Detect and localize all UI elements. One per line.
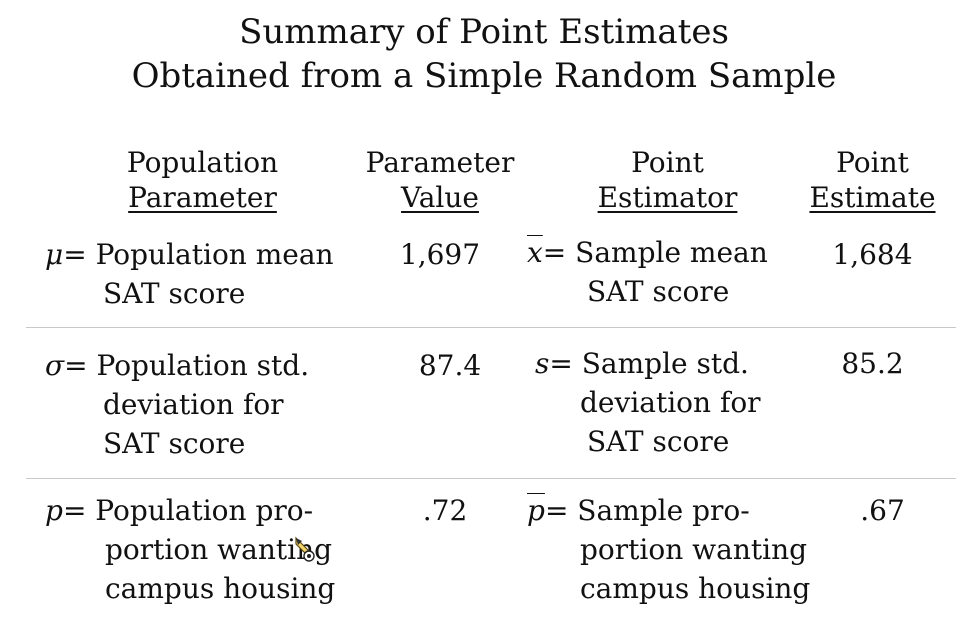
header-point-estimate: Point Estimate xyxy=(800,145,945,215)
parameter-cell: p= Population pro- portion wanting campu… xyxy=(45,491,335,608)
header-text: Estimator xyxy=(597,181,738,214)
header-text: Point xyxy=(836,146,909,179)
parameter-value: .72 xyxy=(422,494,468,527)
row-divider xyxy=(26,327,956,328)
estimator-cell: s= Sample std. deviation for SAT score xyxy=(535,344,761,461)
point-estimate: 85.2 xyxy=(841,347,904,380)
estimator-text: = Sample pro- xyxy=(544,494,750,527)
header-population-parameter: Population Parameter xyxy=(100,145,305,215)
parameter-cell: σ= Population std. deviation for SAT sco… xyxy=(45,346,309,463)
s-symbol: s xyxy=(535,347,550,380)
header-text: Estimate xyxy=(809,181,936,214)
estimator-text: deviation for xyxy=(580,386,761,419)
point-estimate: 1,684 xyxy=(832,238,913,271)
header-text: Population xyxy=(126,146,279,179)
parameter-value: 87.4 xyxy=(418,349,482,382)
parameter-text: = Population mean xyxy=(63,238,334,271)
estimator-cell: p= Sample pro- portion wanting campus ho… xyxy=(527,491,810,608)
header-text: Parameter xyxy=(365,146,515,179)
point-estimate: .67 xyxy=(860,494,905,527)
parameter-text: portion wanting xyxy=(105,533,333,566)
estimator-text: = Sample mean xyxy=(542,236,768,269)
estimator-text: SAT score xyxy=(587,425,730,458)
parameter-value: 1,697 xyxy=(399,238,481,271)
parameter-text: = Population std. xyxy=(64,349,310,382)
parameter-text: = Population pro- xyxy=(62,494,314,527)
parameter-text: SAT score xyxy=(103,427,246,460)
x-bar-symbol: x xyxy=(527,236,543,269)
parameter-cell: μ= Population mean SAT score xyxy=(45,235,334,313)
estimator-cell: x= Sample mean SAT score xyxy=(527,233,768,311)
estimator-text: portion wanting xyxy=(580,533,808,566)
parameter-text: SAT score xyxy=(103,277,246,310)
parameter-text: deviation for xyxy=(103,388,284,421)
header-text: Parameter xyxy=(128,181,277,214)
estimator-text: campus housing xyxy=(580,572,811,605)
pencil-cursor-icon xyxy=(294,536,316,564)
p-bar-symbol: p xyxy=(527,494,545,527)
p-symbol: p xyxy=(45,494,63,527)
parameter-text: campus housing xyxy=(105,572,336,605)
sigma-symbol: σ xyxy=(45,349,65,382)
header-point-estimator: Point Estimator xyxy=(580,145,755,215)
title-line-1: Summary of Point Estimates xyxy=(239,12,729,52)
title-line-2: Obtained from a Simple Random Sample xyxy=(131,56,837,96)
estimator-text: SAT score xyxy=(587,275,730,308)
header-parameter-value: Parameter Value xyxy=(355,145,525,215)
header-text: Point xyxy=(631,146,704,179)
estimator-text: = Sample std. xyxy=(549,347,749,380)
mu-symbol: μ xyxy=(45,238,64,271)
header-text: Value xyxy=(401,181,479,214)
slide-title: Summary of Point Estimates Obtained from… xyxy=(0,10,968,98)
row-divider xyxy=(26,478,956,479)
